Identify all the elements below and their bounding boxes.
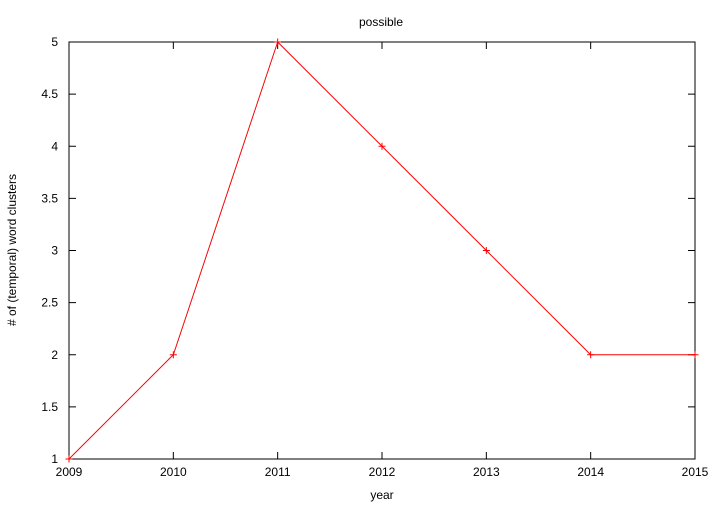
data-point-marker [169,351,177,359]
x-tick-label: 2010 [160,465,187,479]
y-tick-label: 2 [51,348,58,362]
x-tick-label: 2013 [473,465,500,479]
y-tick-label: 4 [51,139,58,153]
chart-title: possible [359,15,403,29]
series-line-segment [381,145,487,251]
plot-frame [68,41,696,460]
data-point-marker [378,142,386,150]
y-tick-label: 3.5 [41,191,58,205]
y-tick-label: 1.5 [41,400,58,414]
x-axis-label: year [370,488,393,502]
y-axis-label: # of (temporal) word clusters [5,174,19,326]
y-tick-label: 2.5 [41,296,58,310]
data-point-marker [691,351,699,359]
x-tick-label: 2012 [369,465,396,479]
x-tick-label: 2015 [682,465,709,479]
y-tick-label: 3 [51,244,58,258]
data-point-marker [482,247,490,254]
tick-layer: 2009 2010 2011 2012 2013 2014 2015 1 1.5 2 2.5 3 3.5… [41,35,708,479]
y-tick-label: 5 [51,35,58,49]
series-line-segment [277,41,383,147]
data-point-marker [65,455,73,463]
data-point-marker [587,351,595,359]
y-tick-label: 4.5 [41,87,58,101]
series-layer [65,38,699,463]
x-tick-label: 2011 [265,465,291,479]
y-tick-label: 1 [51,452,58,466]
series-line-segment [172,41,279,355]
series-line-segment [68,354,174,460]
series-line-segment [485,250,592,356]
data-point-marker [274,38,282,46]
x-tick-label: 2009 [56,465,83,479]
x-tick-label: 2014 [577,465,604,479]
